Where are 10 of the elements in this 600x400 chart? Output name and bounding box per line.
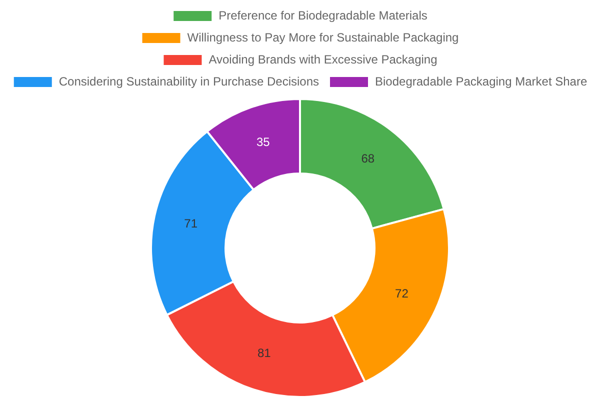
- legend-label: Avoiding Brands with Excessive Packaging: [208, 52, 438, 66]
- data-label: 68: [361, 152, 375, 166]
- data-label: 71: [184, 216, 198, 230]
- data-label: 81: [257, 346, 272, 360]
- legend-label: Biodegradable Packaging Market Share: [375, 74, 588, 88]
- data-label: 72: [395, 286, 409, 301]
- legend-label: Preference for Biodegradable Materials: [218, 8, 428, 22]
- legend-label: Considering Sustainability in Purchase Decisions: [58, 74, 320, 88]
- data-label: 35: [256, 134, 270, 149]
- legend-label: Willingness to Pay More for Sustainable Packaging: [187, 30, 459, 44]
